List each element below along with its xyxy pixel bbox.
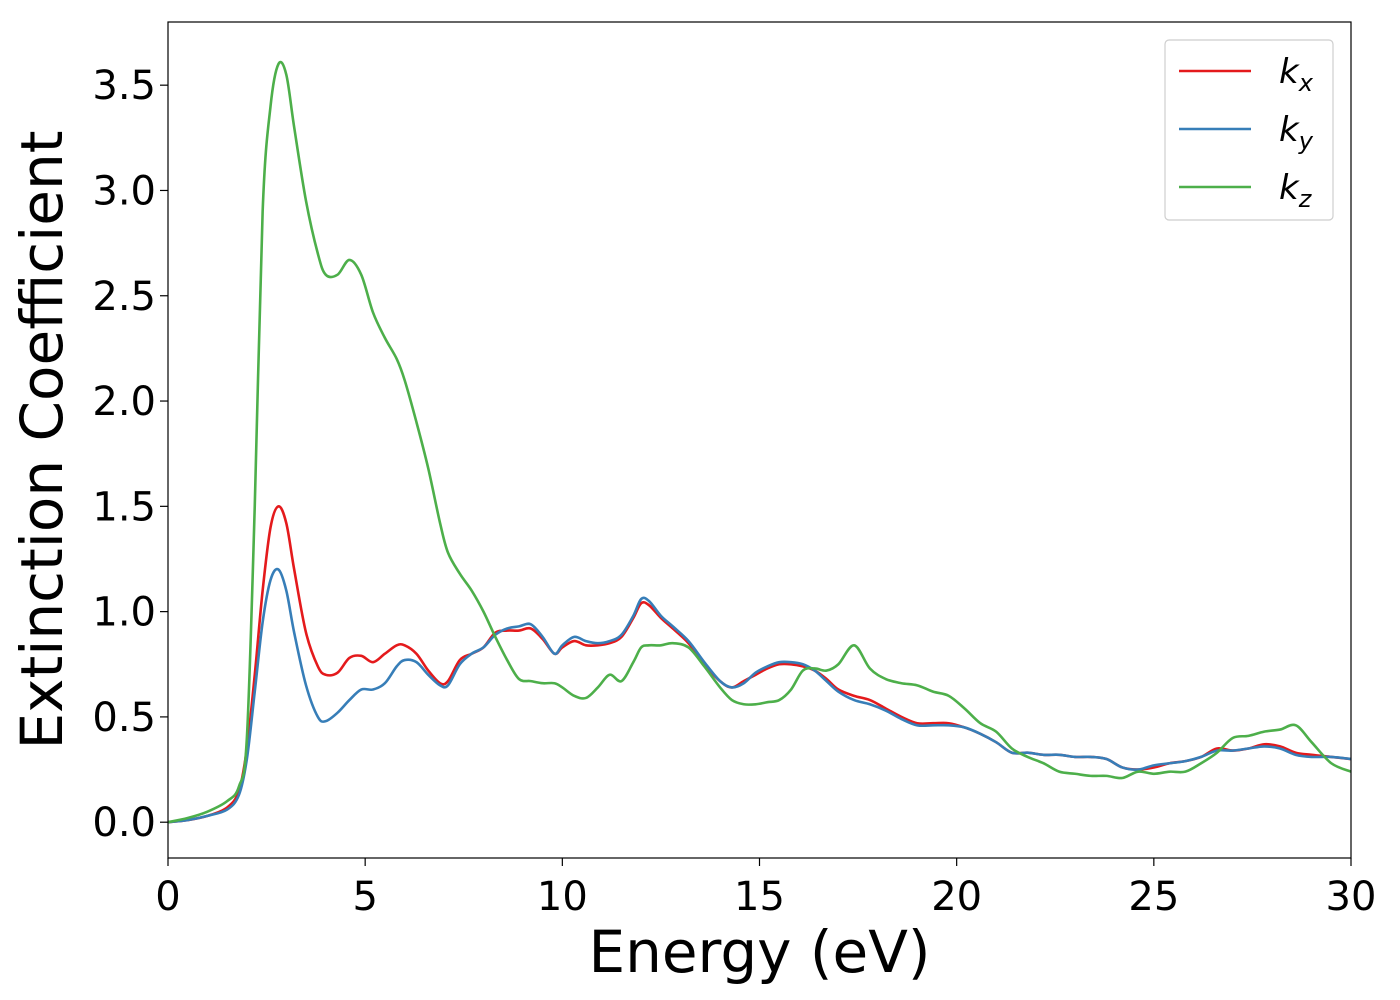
legend-label-subscript: y [1298,127,1314,155]
series-line-y [168,567,1351,824]
series-line-z [168,60,1351,824]
x-tick-label-2: 10 [537,874,588,920]
legend-label-z: kz [1279,168,1313,213]
legend-label-x: kx [1279,52,1314,97]
series-line-x [168,505,1351,824]
y-tick-label-7: 3.5 [92,63,156,109]
x-tick-label-0: 0 [155,874,180,920]
legend-label-base: k [1279,110,1300,150]
y-tick-label-0: 0.0 [92,800,156,846]
x-tick-label-4: 20 [931,874,982,920]
x-tick-label-1: 5 [352,874,377,920]
x-axis-title: Energy (eV) [588,918,930,986]
y-tick-label-3: 1.5 [92,484,156,530]
legend-label-base: k [1279,168,1300,208]
x-tick-label-6: 30 [1326,874,1377,920]
x-tick-label-5: 25 [1128,874,1179,920]
y-tick-label-6: 3.0 [92,168,156,214]
legend-label-y: ky [1279,110,1314,155]
y-tick-label-5: 2.5 [92,274,156,320]
legend-label-base: k [1279,52,1300,92]
y-tick-label-4: 2.0 [92,379,156,425]
legend-label-subscript: z [1298,185,1313,213]
x-tick-label-3: 15 [734,874,785,920]
y-tick-label-1: 0.5 [92,695,156,741]
series-group [168,60,1351,824]
y-tick-label-2: 1.0 [92,590,156,636]
legend-label-subscript: x [1298,69,1314,97]
y-axis-title: Extinction Coefficient [8,131,76,750]
